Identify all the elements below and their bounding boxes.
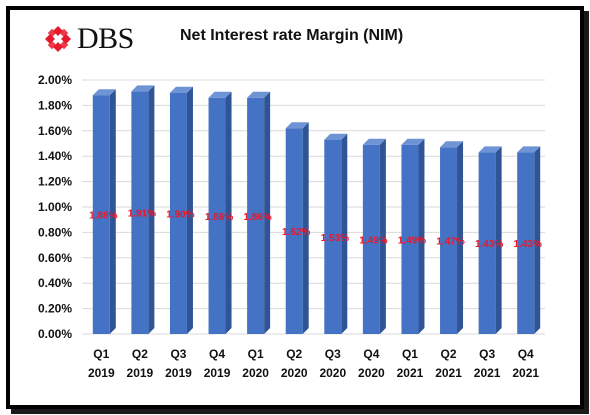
dbs-logo: DBS — [44, 24, 134, 54]
x-tick-label-quarter: Q3 — [479, 347, 495, 361]
x-tick-label-quarter: Q3 — [170, 347, 186, 361]
data-label: 1.49% — [398, 235, 426, 246]
x-tick-label-year: 2019 — [165, 366, 192, 380]
y-tick-label: 2.00% — [38, 73, 72, 87]
bar-side — [379, 138, 386, 334]
x-tick-label-quarter: Q1 — [402, 347, 418, 361]
bar-top — [362, 138, 386, 145]
y-tick-label: 0.80% — [38, 225, 72, 239]
y-tick-label: 0.20% — [38, 302, 72, 316]
x-tick-label-year: 2020 — [281, 366, 308, 380]
data-label: 1.86% — [243, 212, 271, 223]
bar — [478, 152, 496, 334]
y-tick-label: 0.00% — [38, 327, 72, 341]
bar — [440, 147, 458, 334]
bar-top — [169, 86, 193, 93]
x-tick-label-quarter: Q3 — [325, 347, 341, 361]
x-tick-label-year: 2021 — [512, 366, 539, 380]
data-label: 1.47% — [436, 237, 464, 248]
x-tick-label-year: 2020 — [319, 366, 346, 380]
x-tick-label-year: 2021 — [397, 366, 424, 380]
y-tick-label: 1.60% — [38, 124, 72, 138]
bar-top — [401, 138, 425, 145]
chart-title: Net Interest rate Margin (NIM) — [180, 27, 404, 44]
brand-name: DBS — [77, 22, 134, 55]
data-label: 1.86% — [205, 212, 233, 223]
bar-side — [418, 138, 425, 334]
bar — [208, 97, 226, 334]
x-tick-label-quarter: Q1 — [248, 347, 264, 361]
x-tick-label-quarter: Q4 — [209, 347, 225, 361]
bar-top — [92, 89, 116, 96]
x-tick-label-quarter: Q1 — [93, 347, 109, 361]
bar-side — [495, 146, 502, 334]
data-label: 1.88% — [89, 211, 117, 222]
bar-top — [478, 146, 502, 153]
x-tick-label-year: 2021 — [435, 366, 462, 380]
data-label: 1.90% — [166, 209, 194, 220]
bar — [131, 91, 149, 335]
x-tick-label-quarter: Q2 — [441, 347, 457, 361]
x-tick-label-quarter: Q4 — [518, 347, 534, 361]
x-tick-label-year: 2020 — [242, 366, 269, 380]
x-tick-label-year: 2019 — [204, 366, 231, 380]
bar — [247, 97, 265, 334]
x-tick-label-quarter: Q2 — [286, 347, 302, 361]
bar-top — [285, 122, 309, 129]
data-label: 1.43% — [514, 239, 542, 250]
bar-top — [131, 85, 155, 92]
bar-side — [186, 86, 193, 334]
bar-side — [341, 133, 348, 334]
y-tick-label: 0.40% — [38, 276, 72, 290]
bar-side — [109, 89, 116, 335]
bar — [285, 128, 303, 334]
data-label: 1.91% — [128, 209, 156, 220]
bar-side — [148, 85, 155, 335]
data-label: 1.62% — [282, 227, 310, 238]
y-tick-label: 1.80% — [38, 98, 72, 112]
bar-side — [302, 122, 309, 334]
bar-side — [457, 141, 464, 334]
bar-side — [534, 146, 541, 334]
x-tick-label-year: 2019 — [127, 366, 154, 380]
y-tick-label: 0.60% — [38, 251, 72, 265]
bar — [401, 144, 419, 334]
bar — [169, 92, 187, 334]
x-tick-label-year: 2020 — [358, 366, 385, 380]
bar — [92, 95, 110, 335]
bar — [362, 144, 380, 334]
x-tick-label-quarter: Q2 — [132, 347, 148, 361]
bar — [517, 152, 535, 334]
bar-top — [208, 91, 232, 98]
y-tick-label: 1.40% — [38, 149, 72, 163]
bar-top — [324, 133, 348, 140]
bar — [324, 139, 342, 334]
bar-top — [517, 146, 541, 153]
x-tick-label-quarter: Q4 — [363, 347, 379, 361]
y-tick-label: 1.00% — [38, 200, 72, 214]
data-label: 1.49% — [359, 235, 387, 246]
bar-top — [247, 91, 271, 98]
x-tick-label-year: 2021 — [474, 366, 501, 380]
bar-top — [440, 141, 464, 148]
x-tick-label-year: 2019 — [88, 366, 115, 380]
dbs-star-icon — [45, 26, 71, 52]
data-label: 1.53% — [321, 233, 349, 244]
bar-side — [225, 91, 232, 334]
y-tick-label: 1.20% — [38, 175, 72, 189]
bar-side — [264, 91, 271, 334]
data-label: 1.43% — [475, 239, 503, 250]
